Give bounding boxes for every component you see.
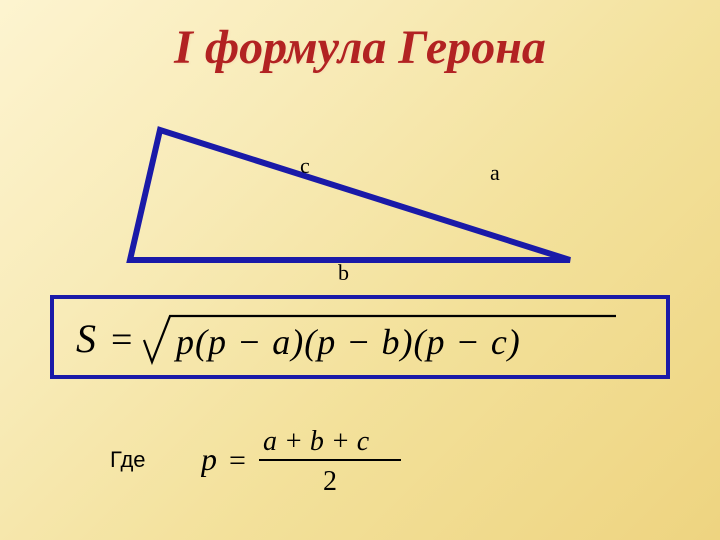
- triangle-diagram: c a b: [100, 105, 600, 275]
- label-a: a: [490, 160, 500, 186]
- where-block: Где p = a + b + c 2: [110, 420, 421, 500]
- p-numerator: a + b + c: [263, 426, 370, 457]
- p-denominator: 2: [323, 466, 337, 497]
- triangle-shape: [130, 130, 570, 260]
- label-b: b: [338, 260, 349, 286]
- label-c: c: [300, 153, 310, 179]
- heron-S: S: [76, 316, 96, 361]
- page-title: I формула Герона: [0, 20, 720, 75]
- heron-formula: S = p(p − a)(p − b)(p − c): [76, 304, 636, 370]
- where-label: Где: [110, 447, 146, 473]
- p-var: p: [201, 441, 217, 477]
- heron-eq: =: [111, 319, 132, 361]
- heron-radicand: p(p − a)(p − b)(p − c): [173, 322, 521, 362]
- triangle-svg: [100, 105, 600, 275]
- semi-perimeter-formula: p = a + b + c 2: [201, 420, 421, 500]
- heron-formula-box: S = p(p − a)(p − b)(p − c): [50, 295, 670, 379]
- p-eq: =: [229, 444, 246, 477]
